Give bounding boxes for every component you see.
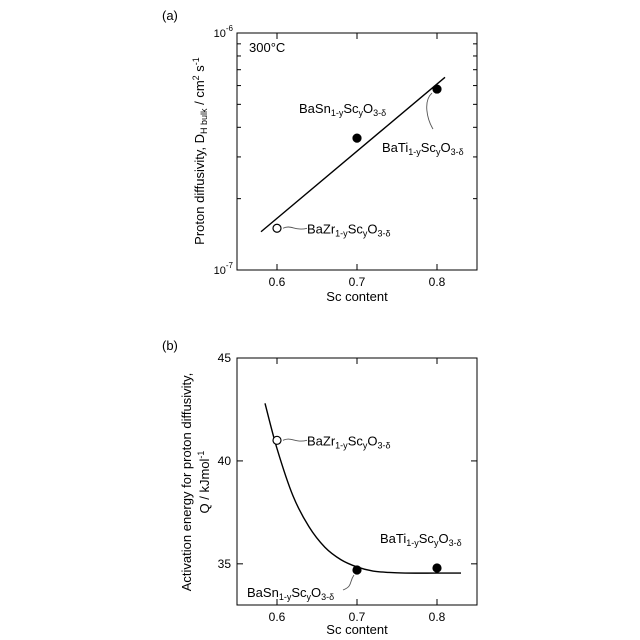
panel-a-data: BaZr1-yScyO3-δ BaSn1-yScyO3-δ BaTi1-yScyO3… — [261, 77, 464, 238]
b-x-tick-label-0: 0.6 — [269, 610, 286, 624]
a-x-tick-label-0: 0.6 — [269, 275, 286, 289]
b-point-0 — [273, 436, 281, 444]
panel-b-ylabel-main: Q / kJmol — [197, 458, 212, 513]
a-leader-2 — [427, 93, 433, 129]
b-point-1 — [353, 566, 361, 574]
panel-a-x-axis-label: Sc content — [326, 289, 388, 304]
panel-a-ylabel-sup2: -1 — [191, 57, 201, 65]
b-leader-0 — [283, 439, 307, 441]
b-point-label-0: BaZr1-yScyO3-δ — [307, 433, 391, 450]
a-y-tick-label-1: 10-6 — [214, 24, 234, 40]
b-point-2 — [433, 564, 441, 572]
a-point-1 — [353, 134, 361, 142]
panel-a-y-axis-label: Proton diffusivity, DH bulk / cm2 s-1 — [191, 57, 209, 245]
b-y-tick-label-2: 45 — [218, 351, 232, 365]
panel-a-label: (a) — [162, 8, 178, 23]
a-point-0 — [273, 224, 281, 232]
panel-a-ylabel-s: s — [192, 65, 207, 76]
a-point-label-1: BaSn1-yScyO3-δ — [299, 101, 386, 118]
panel-a-ylabel-sub: H bulk — [199, 108, 209, 134]
b-fit-curve — [265, 403, 461, 573]
a-y-tick-label-0: 10-7 — [214, 261, 234, 277]
panel-b-activation-energy: (b) 0.60.70.8354045 BaZr1-yScyO3-δBaSn1-… — [162, 338, 477, 637]
b-leader-1 — [343, 575, 354, 590]
b-x-tick-label-2: 0.8 — [429, 610, 446, 624]
b-y-tick-label-1: 40 — [218, 454, 232, 468]
panel-a-diffusivity: (a) 300°C 0.6 0.7 0.8 10-7 10-6 BaZr1-yScyO3… — [162, 8, 477, 304]
a-point-label-2: BaTi1-yScyO3-δ — [382, 140, 464, 157]
panel-b-ticks: 0.60.70.8354045 — [218, 351, 477, 624]
panel-b-label: (b) — [162, 338, 178, 353]
panel-b-y-axis-label-line1: Activation energy for proton diffusivity… — [179, 373, 194, 591]
b-point-label-2: BaTi1-yScyO3-δ — [380, 531, 462, 548]
a-point-label-0: BaZr1-yScyO3-δ — [307, 221, 391, 238]
panel-a-temperature-annotation: 300°C — [249, 40, 285, 55]
panel-b-y-axis-label-line2: Q / kJmol-1 — [196, 451, 212, 514]
b-point-label-1: BaSn1-yScyO3-δ — [247, 585, 334, 602]
b-y-tick-label-0: 35 — [218, 557, 232, 571]
a-x-tick-label-1: 0.7 — [349, 275, 366, 289]
a-leader-0 — [283, 227, 307, 229]
a-point-2 — [433, 85, 441, 93]
panel-b-ylabel-sup: -1 — [196, 451, 206, 459]
panel-a-ylabel-unit: / cm — [192, 80, 207, 108]
panel-b-data: BaZr1-yScyO3-δ BaSn1-yScyO3-δ BaTi1-yScyO3… — [247, 403, 462, 602]
a-x-tick-label-2: 0.8 — [429, 275, 446, 289]
panel-b-x-axis-label: Sc content — [326, 622, 388, 637]
panel-a-ylabel-main: Proton diffusivity, D — [192, 134, 207, 245]
